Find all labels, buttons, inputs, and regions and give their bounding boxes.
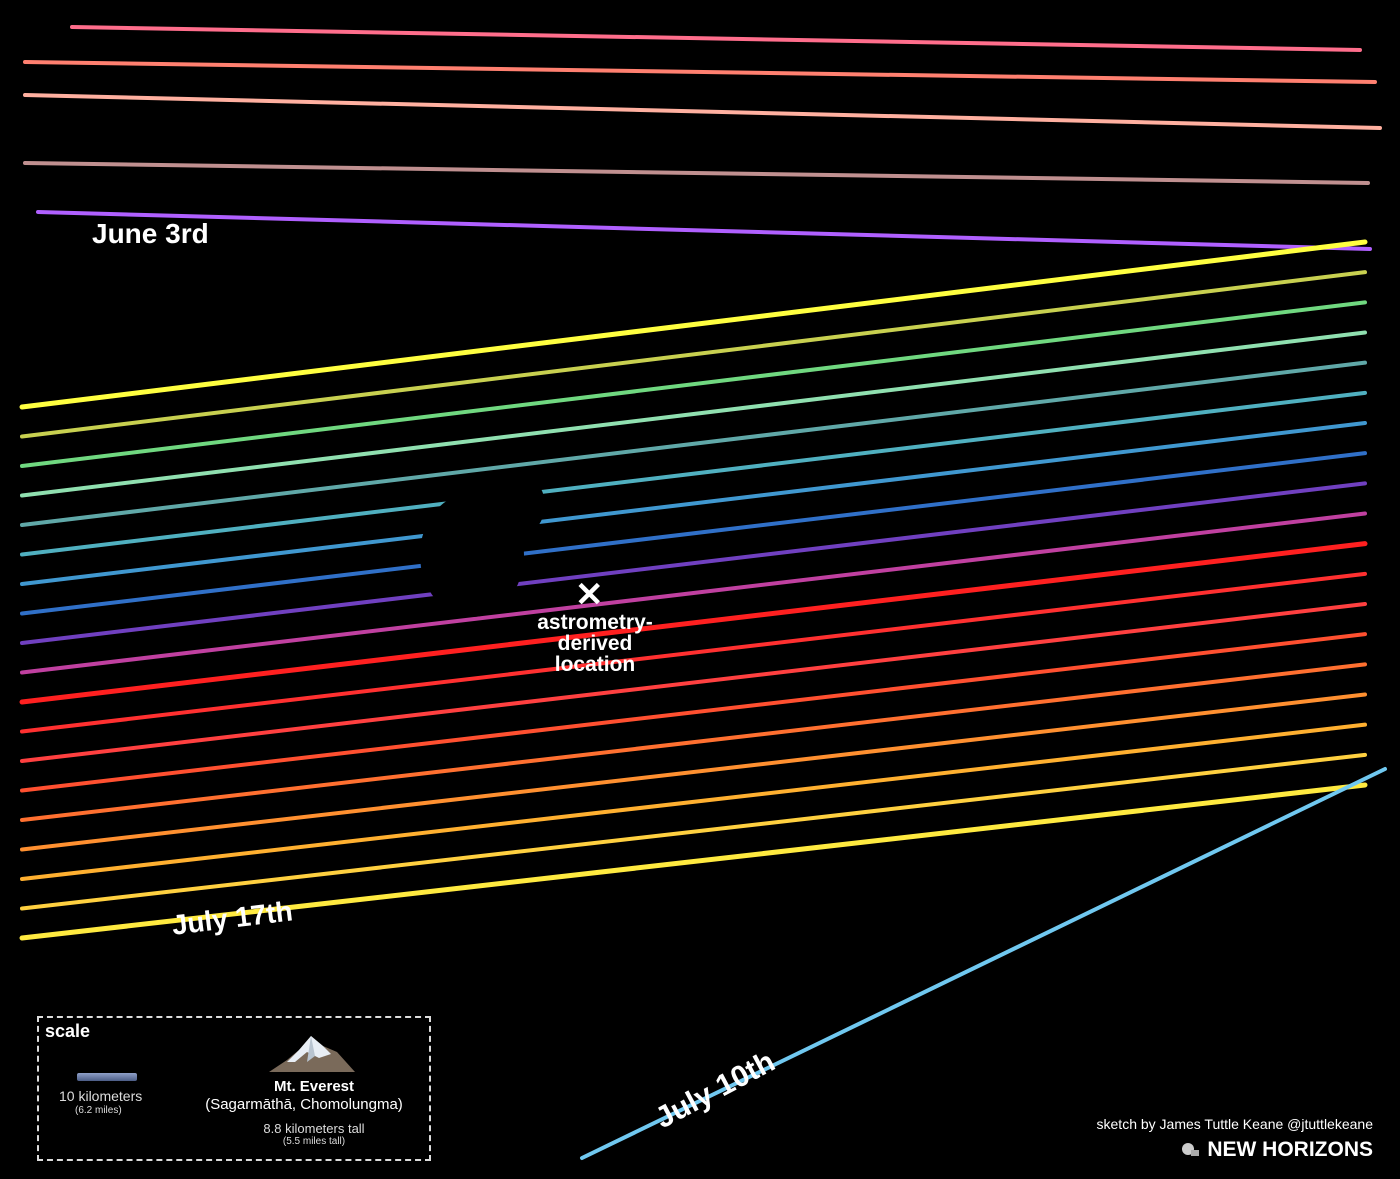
chord-july10	[580, 767, 1387, 1160]
chord-july17-10	[20, 511, 1367, 675]
chord-july17-6	[20, 390, 1367, 557]
chord-july17-2	[20, 270, 1367, 439]
chord-june-5	[36, 210, 1372, 251]
chord-july17-13	[20, 602, 1367, 763]
chord-july17-1	[19, 239, 1368, 410]
scale-bar-miles: (6.2 miles)	[75, 1105, 122, 1116]
chord-july17-8	[20, 451, 1367, 616]
astrometry-x-icon: ✕	[575, 576, 604, 614]
chord-july17-18	[20, 752, 1367, 911]
label-june-3rd: June 3rd	[92, 218, 209, 249]
chord-july17-11	[19, 541, 1368, 705]
chord-july17-19	[19, 782, 1368, 941]
everest-name: Mt. Everest	[273, 1078, 355, 1095]
everest-height-km: 8.8 kilometers tall	[263, 1121, 365, 1136]
chord-july17-5	[20, 360, 1367, 527]
chord-lines	[19, 25, 1387, 1160]
chord-july17-3	[20, 300, 1367, 468]
chord-june-1	[70, 25, 1362, 52]
scale-title: scale	[45, 1021, 91, 1041]
chord-june-4	[23, 161, 1370, 185]
chord-july17-14	[20, 632, 1367, 793]
mountain-icon	[269, 1036, 355, 1072]
chord-june-2	[23, 60, 1377, 84]
object-silhouette-lobe	[475, 470, 545, 540]
chord-july17-17	[20, 722, 1367, 881]
scale-bar-icon	[77, 1073, 137, 1081]
chord-july17-7	[20, 421, 1367, 586]
everest-alt-names: (Sagarmāthā, Chomolungma)	[205, 1096, 403, 1113]
chord-july17-12	[20, 571, 1367, 734]
chord-july17-16	[20, 692, 1367, 852]
astrometry-label: astrometry- derived location	[537, 611, 653, 676]
mission-name: NEW HORIZONS	[1207, 1138, 1373, 1161]
mission-logo: NEW HORIZONS	[1179, 1138, 1373, 1162]
credit-text: sketch by James Tuttle Keane @jtuttlekea…	[1096, 1116, 1373, 1132]
chord-july17-9	[20, 481, 1367, 645]
chord-july17-15	[20, 662, 1367, 822]
spacecraft-icon	[1182, 1143, 1200, 1156]
scale-legend: scale 10 kilometers (6.2 miles) Mt. Ever…	[37, 1016, 431, 1161]
scale-bar-km: 10 kilometers	[59, 1088, 143, 1104]
chord-june-3	[23, 93, 1382, 130]
chord-july17-4	[20, 330, 1367, 498]
everest-height-miles: (5.5 miles tall)	[282, 1136, 346, 1147]
